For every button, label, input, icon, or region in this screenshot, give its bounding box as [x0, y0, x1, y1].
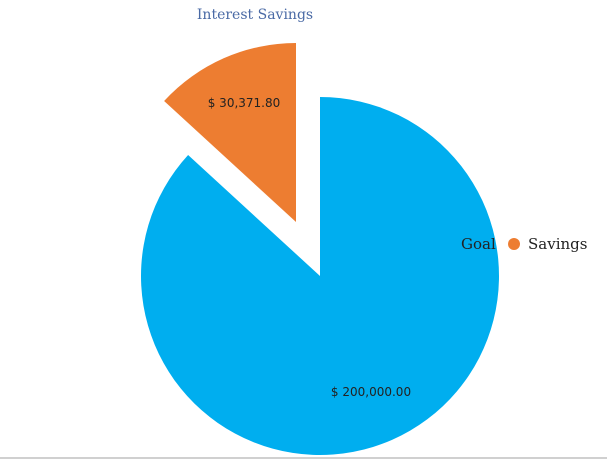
- legend: Goal Savings: [461, 235, 587, 253]
- pie-slice-savings: [164, 43, 296, 222]
- legend-label-savings: Savings: [528, 235, 587, 253]
- legend-label-goal: Goal: [461, 235, 496, 253]
- data-label-goal: $ 200,000.00: [331, 385, 411, 399]
- legend-marker-savings: [508, 238, 520, 250]
- data-label-savings: $ 30,371.80: [208, 96, 281, 110]
- slice-labels: $ 200,000.00 $ 30,371.80: [208, 96, 411, 399]
- pie-slices: [140, 43, 499, 455]
- pie-slice-goal: [140, 97, 499, 455]
- chart-title: Interest Savings: [197, 7, 313, 23]
